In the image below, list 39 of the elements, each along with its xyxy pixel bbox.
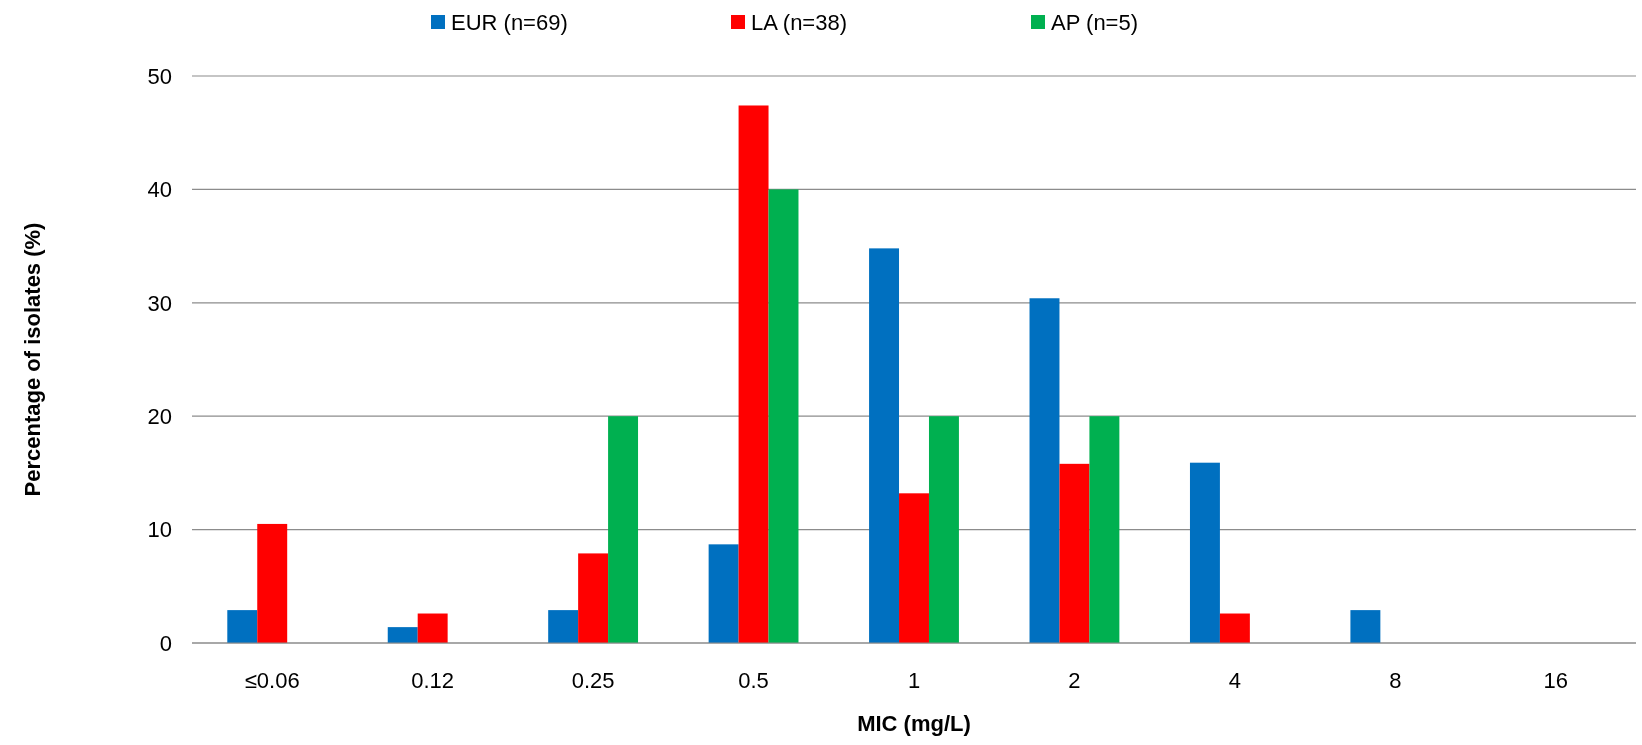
x-tick-label: 1 [907,668,921,693]
y-tick-label: 0 [159,630,172,656]
y-tick-label: 50 [147,63,172,89]
bar [928,416,959,643]
x-axis-title: MIC (mg/L) [857,711,971,736]
x-tick-label: 8 [1389,668,1402,693]
y-tick-label: 40 [147,177,172,203]
bar [738,105,769,643]
bar [1059,463,1090,643]
bar [899,493,929,643]
legend-label: EUR (n=69) [451,9,568,35]
y-tick-label: 20 [147,403,172,429]
bar [1219,613,1250,643]
bar [1350,610,1381,643]
bar [548,610,579,643]
bar [387,627,418,643]
bar [768,189,799,643]
x-tick-label: 0.5 [738,668,769,693]
x-tick-label: ≤0.06 [244,668,300,693]
bar [417,613,448,643]
x-tick-label: 16 [1543,668,1569,693]
bar [608,416,639,643]
x-tick-label: 2 [1068,668,1081,693]
bar [1089,416,1120,643]
x-tick-label: 0.25 [571,668,615,693]
bar [708,544,739,643]
x-tick-label: 0.12 [411,668,455,693]
legend-label: LA (n=38) [751,9,848,35]
legend-label: AP (n=5) [1051,9,1139,35]
bar [1029,298,1060,643]
bar [869,248,900,643]
x-tick-label: 4 [1228,668,1242,693]
bar [227,610,258,643]
y-tick-label: 10 [147,517,172,543]
y-tick-label: 30 [147,290,172,316]
bar [578,553,609,643]
bar [257,523,288,643]
y-axis-title: Percentage of isolates (%) [20,222,45,497]
bar [1189,462,1220,643]
